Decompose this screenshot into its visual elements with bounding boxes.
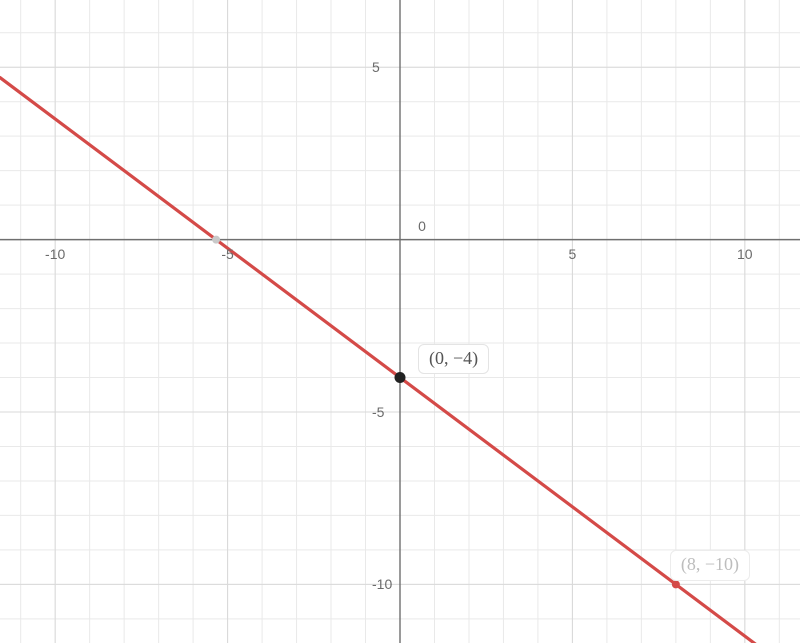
plotted-point-0 [395,372,406,383]
y-tick-label: -5 [372,404,384,420]
point-label-0: (0, −4) [418,344,489,375]
coordinate-plane-chart: -10 -5 5 10 0 -10 -5 5 (0, −4) (8, −10) [0,0,800,643]
x-tick-label: 10 [737,246,753,262]
chart-svg [0,0,800,643]
y-tick-label: 5 [372,59,380,75]
point-label-1: (8, −10) [670,550,750,581]
x-tick-label: -10 [45,246,65,262]
y-tick-label: -10 [372,576,392,592]
origin-label: 0 [418,218,426,234]
x-intercept-dot [212,236,220,244]
x-tick-label: 5 [569,246,577,262]
plotted-point-1 [672,580,680,588]
x-tick-label: -5 [221,246,233,262]
